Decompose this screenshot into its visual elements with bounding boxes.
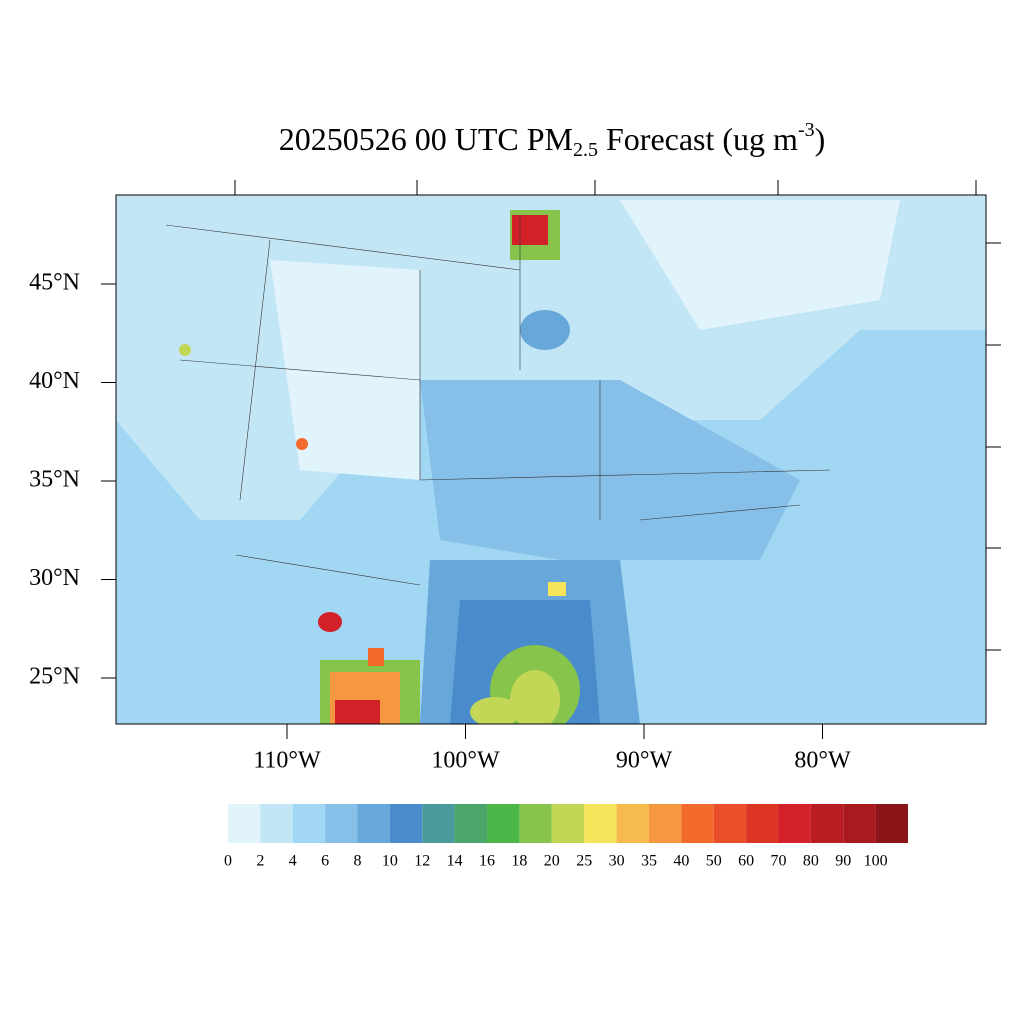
colorbar-label: 100	[864, 853, 888, 870]
colorbar-box	[746, 804, 779, 843]
colorbar-label: 14	[447, 853, 463, 870]
colorbar-label: 80	[803, 853, 819, 870]
colorbar-label: 2	[256, 853, 264, 870]
colorbar-label: 90	[835, 853, 851, 870]
colorbar-box	[422, 804, 455, 843]
colorbar-label: 25	[576, 853, 592, 870]
colorbar-box	[357, 804, 390, 843]
lon-label: 110°W	[253, 748, 321, 774]
colorbar-label: 20	[544, 853, 560, 870]
lat-label: 35°N	[29, 467, 80, 493]
colorbar-box	[260, 804, 293, 843]
colorbar-box	[487, 804, 520, 843]
colorbar-label: 12	[414, 853, 430, 870]
colorbar-box	[616, 804, 649, 843]
lon-label: 80°W	[794, 748, 851, 774]
colorbar-box	[713, 804, 747, 843]
colorbar-label: 6	[321, 853, 329, 870]
colorbar-box	[519, 804, 552, 843]
colorbar-label: 60	[738, 853, 754, 870]
map-frame	[115, 194, 987, 725]
pm25-field	[116, 195, 986, 724]
boundaries	[165, 215, 831, 586]
colorbar-box	[778, 804, 811, 843]
colorbar-label: 16	[479, 853, 495, 870]
colorbar-label: 30	[609, 853, 625, 870]
colorbar-label: 18	[511, 853, 527, 870]
colorbar-box	[648, 804, 682, 843]
title: 20250526 00 UTC PM2.5 Forecast (ug m-3)	[279, 119, 826, 161]
lat-label: 30°N	[29, 565, 80, 591]
colorbar-label: 40	[673, 853, 689, 870]
colorbar-label: 10	[382, 853, 398, 870]
colorbar-box	[681, 804, 714, 843]
lat-label: 25°N	[29, 664, 80, 690]
colorbar-box	[843, 804, 876, 843]
colorbar-box	[584, 804, 617, 843]
colorbar-box	[325, 804, 358, 843]
colorbar-label: 4	[289, 853, 297, 870]
colorbar-box	[292, 804, 326, 843]
colorbar-label: 8	[354, 853, 362, 870]
colorbar-box	[875, 804, 908, 843]
colorbar-box	[551, 804, 585, 843]
lon-label: 90°W	[616, 748, 673, 774]
frame-ticks	[234, 180, 1001, 651]
colorbar-box	[389, 804, 423, 843]
colorbar-label: 70	[770, 853, 786, 870]
lat-label: 40°N	[29, 368, 80, 394]
lon-label: 100°W	[431, 748, 500, 774]
lat-label: 45°N	[29, 270, 80, 296]
colorbar-label: 50	[706, 853, 722, 870]
colorbar-box	[810, 804, 844, 843]
colorbar-label: 0	[224, 853, 232, 870]
colorbar-box	[454, 804, 488, 843]
colorbar-box	[228, 804, 261, 843]
colorbar-label: 35	[641, 853, 657, 870]
